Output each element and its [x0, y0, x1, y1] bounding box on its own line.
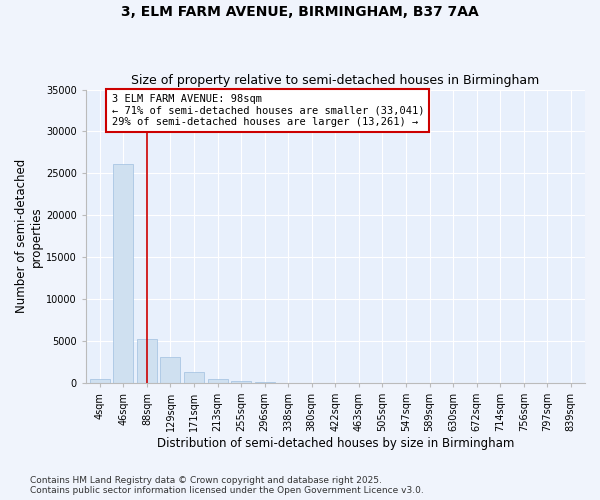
- Bar: [184, 372, 204, 383]
- Text: 3, ELM FARM AVENUE, BIRMINGHAM, B37 7AA: 3, ELM FARM AVENUE, BIRMINGHAM, B37 7AA: [121, 5, 479, 19]
- Text: 3 ELM FARM AVENUE: 98sqm
← 71% of semi-detached houses are smaller (33,041)
29% : 3 ELM FARM AVENUE: 98sqm ← 71% of semi-d…: [112, 94, 424, 127]
- Bar: [208, 378, 227, 383]
- Bar: [113, 164, 133, 383]
- Bar: [160, 357, 181, 383]
- Text: Contains HM Land Registry data © Crown copyright and database right 2025.
Contai: Contains HM Land Registry data © Crown c…: [30, 476, 424, 495]
- Bar: [137, 340, 157, 383]
- Bar: [90, 379, 110, 383]
- Y-axis label: Number of semi-detached
properties: Number of semi-detached properties: [15, 159, 43, 314]
- Bar: [231, 381, 251, 383]
- X-axis label: Distribution of semi-detached houses by size in Birmingham: Distribution of semi-detached houses by …: [157, 437, 514, 450]
- Title: Size of property relative to semi-detached houses in Birmingham: Size of property relative to semi-detach…: [131, 74, 539, 87]
